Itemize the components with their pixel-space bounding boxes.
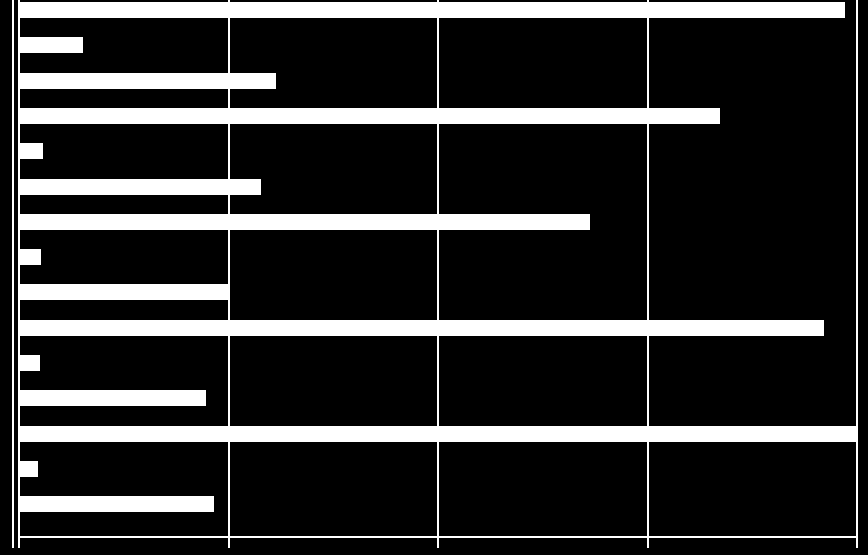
bar [20,214,590,230]
bar [20,461,38,477]
y-axis-outer [12,0,14,548]
bar [20,426,858,442]
plot-area [18,0,856,538]
x-gridline [856,0,858,548]
bar [20,73,276,89]
bar-chart [0,0,868,555]
bar [20,143,43,159]
bar [20,355,40,371]
bar [20,284,228,300]
bar [20,179,261,195]
bar [20,390,206,406]
x-gridline [647,0,649,548]
x-gridline [437,0,439,548]
bar [20,108,720,124]
bar [20,37,83,53]
bar [20,496,214,512]
bar [20,2,845,18]
bar [20,249,41,265]
bar [20,320,824,336]
